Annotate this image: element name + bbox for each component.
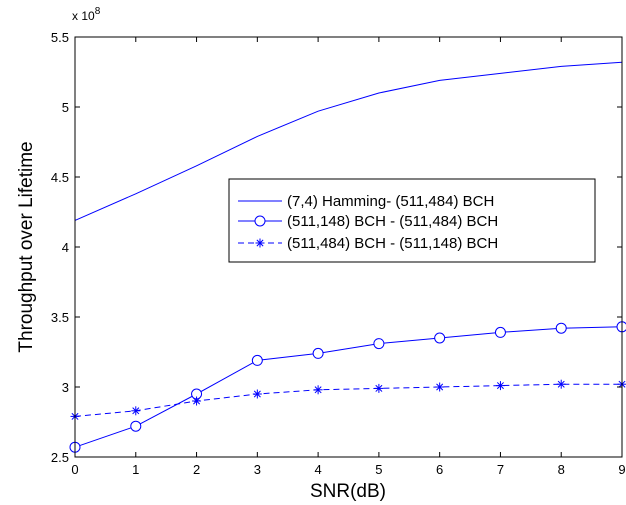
legend-label-1: (7,4) Hamming- (511,484) BCH xyxy=(287,193,494,210)
y-tick-label: 5.5 xyxy=(51,30,69,45)
series-3-point xyxy=(374,383,384,393)
x-tick-label: 0 xyxy=(71,462,78,477)
legend-marker-3 xyxy=(255,238,265,248)
y-axis-multiplier-base: x 10 xyxy=(72,9,95,23)
y-tick-label: 3 xyxy=(62,380,69,395)
x-tick-label: 4 xyxy=(314,462,321,477)
legend-box xyxy=(228,178,596,263)
x-tick-label: 9 xyxy=(618,462,625,477)
x-tick-label: 8 xyxy=(558,462,565,477)
y-tick-label: 5 xyxy=(62,100,69,115)
series-line-2 xyxy=(74,326,623,448)
series-2-point xyxy=(312,347,324,359)
legend-marker-2 xyxy=(254,215,266,227)
legend-label-2: (511,148) BCH - (511,484) BCH xyxy=(287,213,498,230)
series-3-point xyxy=(495,381,505,391)
series-3-point xyxy=(131,406,141,416)
series-2-point xyxy=(251,354,263,366)
y-tick-label: 4.5 xyxy=(51,170,69,185)
legend: (7,4) Hamming- (511,484) BCH (511,148) BC… xyxy=(228,178,596,263)
y-axis-multiplier: x 108 xyxy=(72,6,101,23)
series-2-point xyxy=(373,338,385,350)
series-line-1 xyxy=(74,61,623,221)
y-axis: 2.5 3 3.5 4 4.5 5 5.5 xyxy=(51,30,622,465)
series-2-point xyxy=(555,322,567,334)
x-tick-label: 1 xyxy=(132,462,139,477)
legend-label-3: (511,484) BCH - (511,148) BCH xyxy=(287,235,498,252)
series-2-point xyxy=(494,326,506,338)
x-tick-label: 7 xyxy=(497,462,504,477)
y-tick-label: 2.5 xyxy=(51,450,69,465)
y-tick-label: 3.5 xyxy=(51,310,69,325)
series-3-point xyxy=(252,389,262,399)
y-axis-multiplier-exponent: 8 xyxy=(95,6,101,17)
series-line-3 xyxy=(74,383,622,417)
x-axis-label: SNR(dB) xyxy=(310,481,386,502)
series-3-point xyxy=(192,396,202,406)
x-tick-label: 2 xyxy=(193,462,200,477)
series-3-point xyxy=(435,382,445,392)
series-3-point xyxy=(313,385,323,395)
x-axis: 0 1 2 3 4 5 6 7 8 9 xyxy=(71,37,626,477)
x-tick-label: 3 xyxy=(254,462,261,477)
x-tick-label: 6 xyxy=(436,462,443,477)
series-3-point xyxy=(556,379,566,389)
series-2-point xyxy=(130,420,142,432)
y-axis-label: Throughput over Lifetime xyxy=(16,141,37,352)
x-tick-label: 5 xyxy=(375,462,382,477)
series-2-point xyxy=(434,332,446,344)
y-tick-label: 4 xyxy=(62,240,69,255)
